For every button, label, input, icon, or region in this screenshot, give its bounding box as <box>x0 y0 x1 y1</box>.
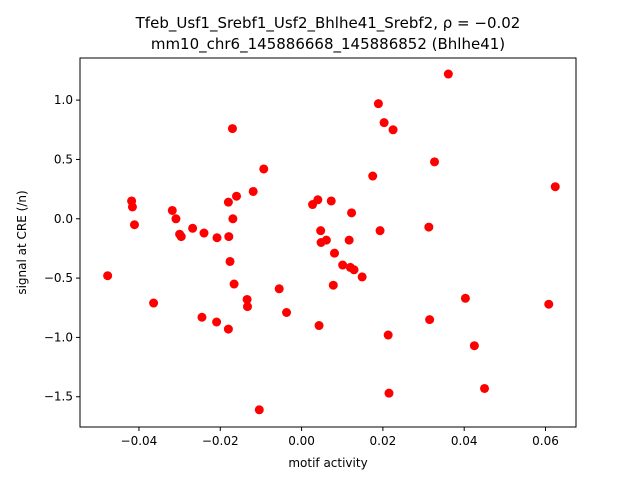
chart-title-line1: Tfeb_Usf1_Srebf1_Usf2_Bhlhe41_Srebf2, ρ … <box>135 14 521 33</box>
data-point-42 <box>349 265 359 275</box>
data-point-58 <box>544 299 554 309</box>
data-point-4 <box>149 298 159 308</box>
data-point-47 <box>379 118 389 128</box>
data-point-18 <box>227 124 237 134</box>
y-tick-label: −0.5 <box>44 271 73 285</box>
data-point-54 <box>443 69 453 79</box>
x-tick-label: −0.04 <box>121 434 158 448</box>
data-point-30 <box>313 195 323 205</box>
data-point-53 <box>430 157 440 167</box>
x-tick-label: 0.00 <box>288 434 315 448</box>
x-tick-label: 0.06 <box>532 434 559 448</box>
data-point-22 <box>242 294 252 304</box>
data-point-43 <box>357 272 367 282</box>
data-point-44 <box>368 171 378 181</box>
data-point-37 <box>330 248 339 258</box>
plot-area <box>79 57 577 428</box>
data-point-34 <box>321 235 331 245</box>
x-axis-label: motif activity <box>288 456 367 470</box>
data-point-51 <box>424 222 434 232</box>
data-point-3 <box>129 220 139 230</box>
data-point-24 <box>248 186 258 196</box>
y-tick-label: 0.0 <box>54 212 73 226</box>
y-tick-label: −1.0 <box>44 330 73 344</box>
data-point-14 <box>223 197 233 207</box>
x-tick-label: −0.02 <box>202 434 239 448</box>
data-point-0 <box>103 271 113 281</box>
y-tick-label: 1.0 <box>54 93 73 107</box>
data-point-55 <box>460 293 470 303</box>
data-point-19 <box>228 214 238 224</box>
data-point-39 <box>344 235 354 245</box>
x-tick-label: 0.04 <box>451 434 478 448</box>
data-point-49 <box>384 388 394 398</box>
data-point-16 <box>224 232 234 242</box>
data-point-31 <box>314 321 324 331</box>
data-point-41 <box>347 208 357 218</box>
y-axis-label: signal at CRE (/n) <box>15 190 29 294</box>
data-point-45 <box>373 99 383 109</box>
data-point-25 <box>254 405 264 415</box>
data-point-27 <box>274 284 284 294</box>
y-tick-label: −1.5 <box>44 390 73 404</box>
data-point-8 <box>176 232 186 242</box>
data-point-26 <box>259 164 269 174</box>
data-point-13 <box>212 233 222 243</box>
data-point-35 <box>326 196 336 206</box>
data-point-17 <box>225 256 235 266</box>
data-point-23 <box>243 302 252 312</box>
y-axis-ticks: −1.5 −1.0 −0.5 0.0 0.5 1.0 <box>44 93 80 404</box>
data-points <box>103 69 560 415</box>
data-point-52 <box>425 315 435 325</box>
axes-frame <box>79 57 577 428</box>
data-point-10 <box>197 312 207 322</box>
data-point-20 <box>229 279 239 289</box>
chart-title-line2: mm10_chr6_145886668_145886852 (Bhlhe41) <box>151 35 505 54</box>
data-point-32 <box>316 226 326 236</box>
data-point-6 <box>171 214 181 224</box>
x-tick-label: 0.02 <box>370 434 397 448</box>
data-point-57 <box>480 383 490 393</box>
data-point-38 <box>338 260 348 270</box>
data-point-46 <box>375 226 385 236</box>
data-point-21 <box>232 191 242 201</box>
data-point-11 <box>199 228 209 238</box>
data-point-12 <box>212 317 222 327</box>
data-point-50 <box>388 125 398 135</box>
x-axis-ticks: −0.04 −0.02 0.00 0.02 0.04 0.06 <box>121 427 559 448</box>
data-point-56 <box>469 341 479 351</box>
data-point-59 <box>550 182 560 192</box>
data-point-2 <box>127 202 137 212</box>
y-tick-label: 0.5 <box>54 152 73 166</box>
data-point-15 <box>223 324 233 334</box>
data-point-9 <box>188 223 198 233</box>
data-point-5 <box>167 205 177 215</box>
data-point-36 <box>328 280 338 290</box>
data-point-48 <box>383 330 393 340</box>
data-point-28 <box>282 308 292 317</box>
